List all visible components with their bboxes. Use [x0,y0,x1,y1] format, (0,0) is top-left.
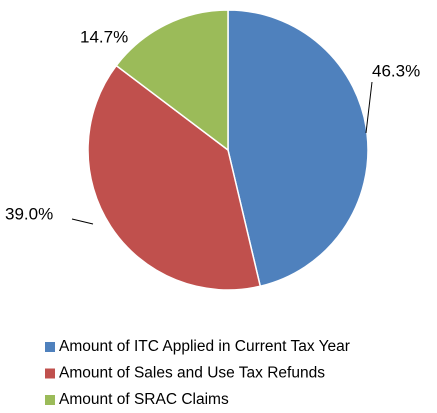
leader-line [71,218,94,225]
pie-slice [87,64,262,291]
data-label: 39.0% [5,204,53,223]
legend-label: Amount of Sales and Use Tax Refunds [59,365,325,382]
legend-swatch [45,342,55,352]
data-label: 14.7% [80,27,128,46]
data-label: 46.3% [372,61,420,80]
pie-slice [115,9,229,152]
legend-swatch [45,395,55,405]
legend-label: Amount of ITC Applied in Current Tax Yea… [59,338,350,355]
legend-label: Amount of SRAC Claims [59,391,229,408]
leader-line [365,81,373,134]
pie-slice [227,9,369,288]
legend-swatch [45,368,55,379]
